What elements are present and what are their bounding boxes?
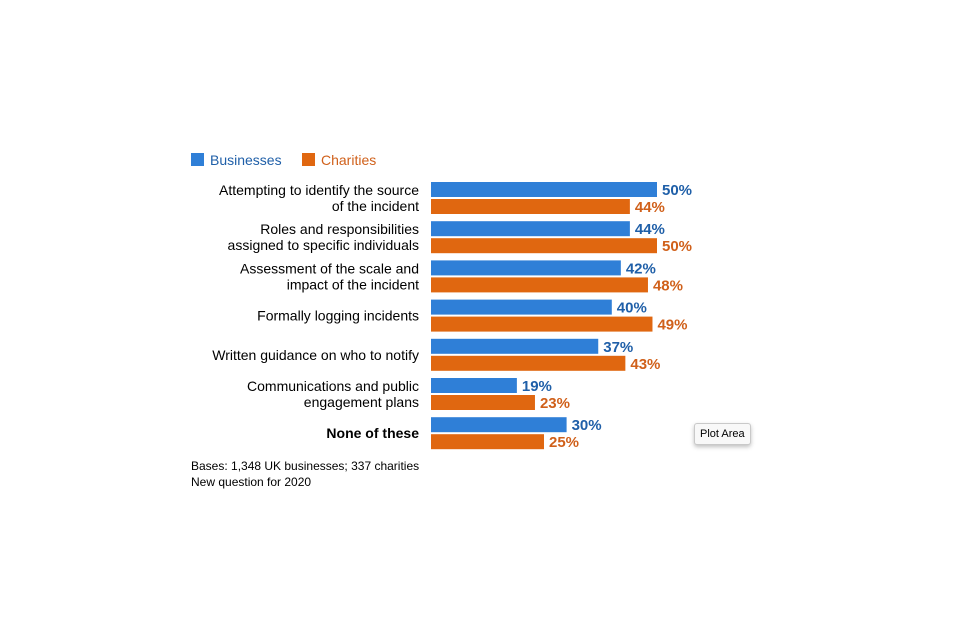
question-note: New question for 2020 — [191, 475, 312, 489]
bar-businesses — [431, 378, 517, 393]
data-label-charities: 25% — [549, 434, 579, 451]
legend-label-charities: Charities — [321, 152, 376, 168]
category-label: assigned to specific individuals — [228, 237, 419, 253]
data-label-charities: 49% — [657, 317, 687, 334]
bar-charities — [431, 277, 648, 293]
data-label-businesses: 42% — [626, 260, 656, 277]
category-label: Roles and responsibilities — [260, 221, 419, 237]
data-label-charities: 43% — [630, 356, 660, 373]
data-label-charities: 44% — [635, 199, 665, 216]
bar-charities — [431, 316, 653, 332]
data-label-businesses: 37% — [603, 339, 633, 356]
category-label: Formally logging incidents — [257, 308, 419, 324]
category-label: impact of the incident — [287, 276, 419, 292]
bar-charities — [431, 395, 535, 410]
bar-businesses — [431, 417, 567, 433]
legend-label-businesses: Businesses — [210, 152, 282, 168]
category-label: None of these — [326, 425, 419, 441]
bar-charities — [431, 199, 630, 214]
bar-charities — [431, 355, 626, 371]
category-label: engagement plans — [304, 394, 419, 410]
bar-charities — [431, 434, 544, 450]
data-label-charities: 23% — [540, 395, 570, 412]
bar-businesses — [431, 299, 612, 315]
plot-area-tooltip: Plot Area — [694, 423, 751, 445]
legend-swatch-charities — [302, 153, 315, 166]
data-label-businesses: 50% — [662, 182, 692, 199]
data-label-businesses: 44% — [635, 221, 665, 238]
category-label: of the incident — [332, 198, 419, 214]
data-label-charities: 50% — [662, 238, 692, 255]
category-label: Communications and public — [247, 378, 419, 394]
data-label-businesses: 19% — [522, 378, 552, 395]
category-label: Attempting to identify the source — [219, 182, 419, 198]
data-label-businesses: 40% — [617, 300, 647, 317]
bar-charities — [431, 238, 657, 254]
category-label: Assessment of the scale and — [240, 260, 419, 276]
category-label: Written guidance on who to notify — [212, 347, 419, 363]
data-label-businesses: 30% — [572, 417, 602, 434]
data-label-charities: 48% — [653, 277, 683, 294]
bar-businesses — [431, 182, 657, 197]
bar-businesses — [431, 338, 599, 354]
legend-swatch-businesses — [191, 153, 204, 166]
bases-note: Bases: 1,348 UK businesses; 337 charitie… — [191, 459, 420, 473]
bar-businesses — [431, 221, 630, 237]
bar-businesses — [431, 260, 621, 276]
